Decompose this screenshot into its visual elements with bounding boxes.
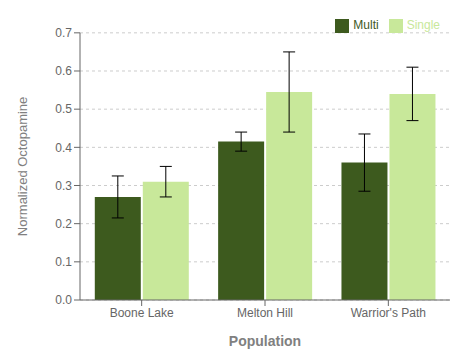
- svg-text:0.0: 0.0: [55, 293, 72, 307]
- html-text:Multi: Multi: [353, 18, 379, 32]
- svg-text:Normalized Octopamine: Normalized Octopamine: [15, 97, 30, 236]
- svg-text:Boone Lake: Boone Lake: [110, 306, 174, 320]
- svg-text:0.6: 0.6: [55, 64, 72, 78]
- svg-text:Warrior's Path: Warrior's Path: [351, 306, 426, 320]
- svg-text:0.3: 0.3: [55, 179, 72, 193]
- svg-text:Population: Population: [229, 333, 301, 349]
- svg-text:0.7: 0.7: [55, 26, 72, 40]
- svg-text:0.4: 0.4: [55, 141, 72, 155]
- svg-text:0.2: 0.2: [55, 217, 72, 231]
- html-text:Single: Single: [406, 18, 440, 32]
- svg-text:0.1: 0.1: [55, 255, 72, 269]
- svg-text:0.5: 0.5: [55, 102, 72, 116]
- svg-text:Melton Hill: Melton Hill: [237, 306, 293, 320]
